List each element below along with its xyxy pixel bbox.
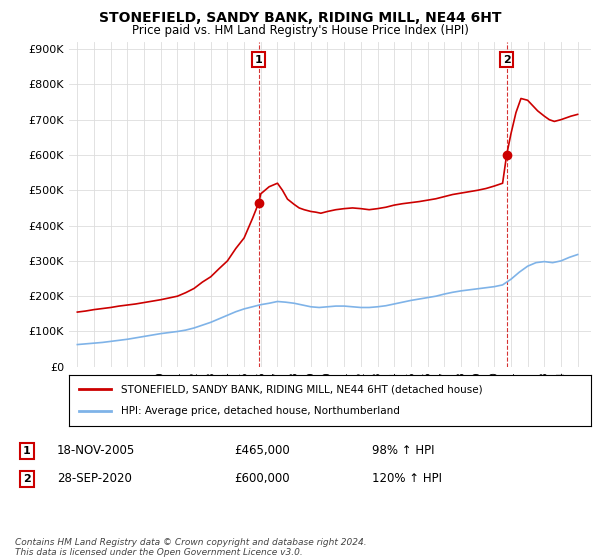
Text: 2: 2 xyxy=(503,55,511,64)
Text: 28-SEP-2020: 28-SEP-2020 xyxy=(57,472,132,486)
Text: STONEFIELD, SANDY BANK, RIDING MILL, NE44 6HT (detached house): STONEFIELD, SANDY BANK, RIDING MILL, NE4… xyxy=(121,384,483,394)
Text: Price paid vs. HM Land Registry's House Price Index (HPI): Price paid vs. HM Land Registry's House … xyxy=(131,24,469,36)
Text: 1: 1 xyxy=(255,55,263,64)
Text: Contains HM Land Registry data © Crown copyright and database right 2024.
This d: Contains HM Land Registry data © Crown c… xyxy=(15,538,367,557)
Text: £600,000: £600,000 xyxy=(234,472,290,486)
Text: 1: 1 xyxy=(23,446,31,456)
Text: HPI: Average price, detached house, Northumberland: HPI: Average price, detached house, Nort… xyxy=(121,407,400,417)
Text: 120% ↑ HPI: 120% ↑ HPI xyxy=(372,472,442,486)
Text: STONEFIELD, SANDY BANK, RIDING MILL, NE44 6HT: STONEFIELD, SANDY BANK, RIDING MILL, NE4… xyxy=(99,11,501,25)
Text: £465,000: £465,000 xyxy=(234,444,290,458)
Text: 2: 2 xyxy=(23,474,31,484)
Text: 98% ↑ HPI: 98% ↑ HPI xyxy=(372,444,434,458)
Text: 18-NOV-2005: 18-NOV-2005 xyxy=(57,444,135,458)
